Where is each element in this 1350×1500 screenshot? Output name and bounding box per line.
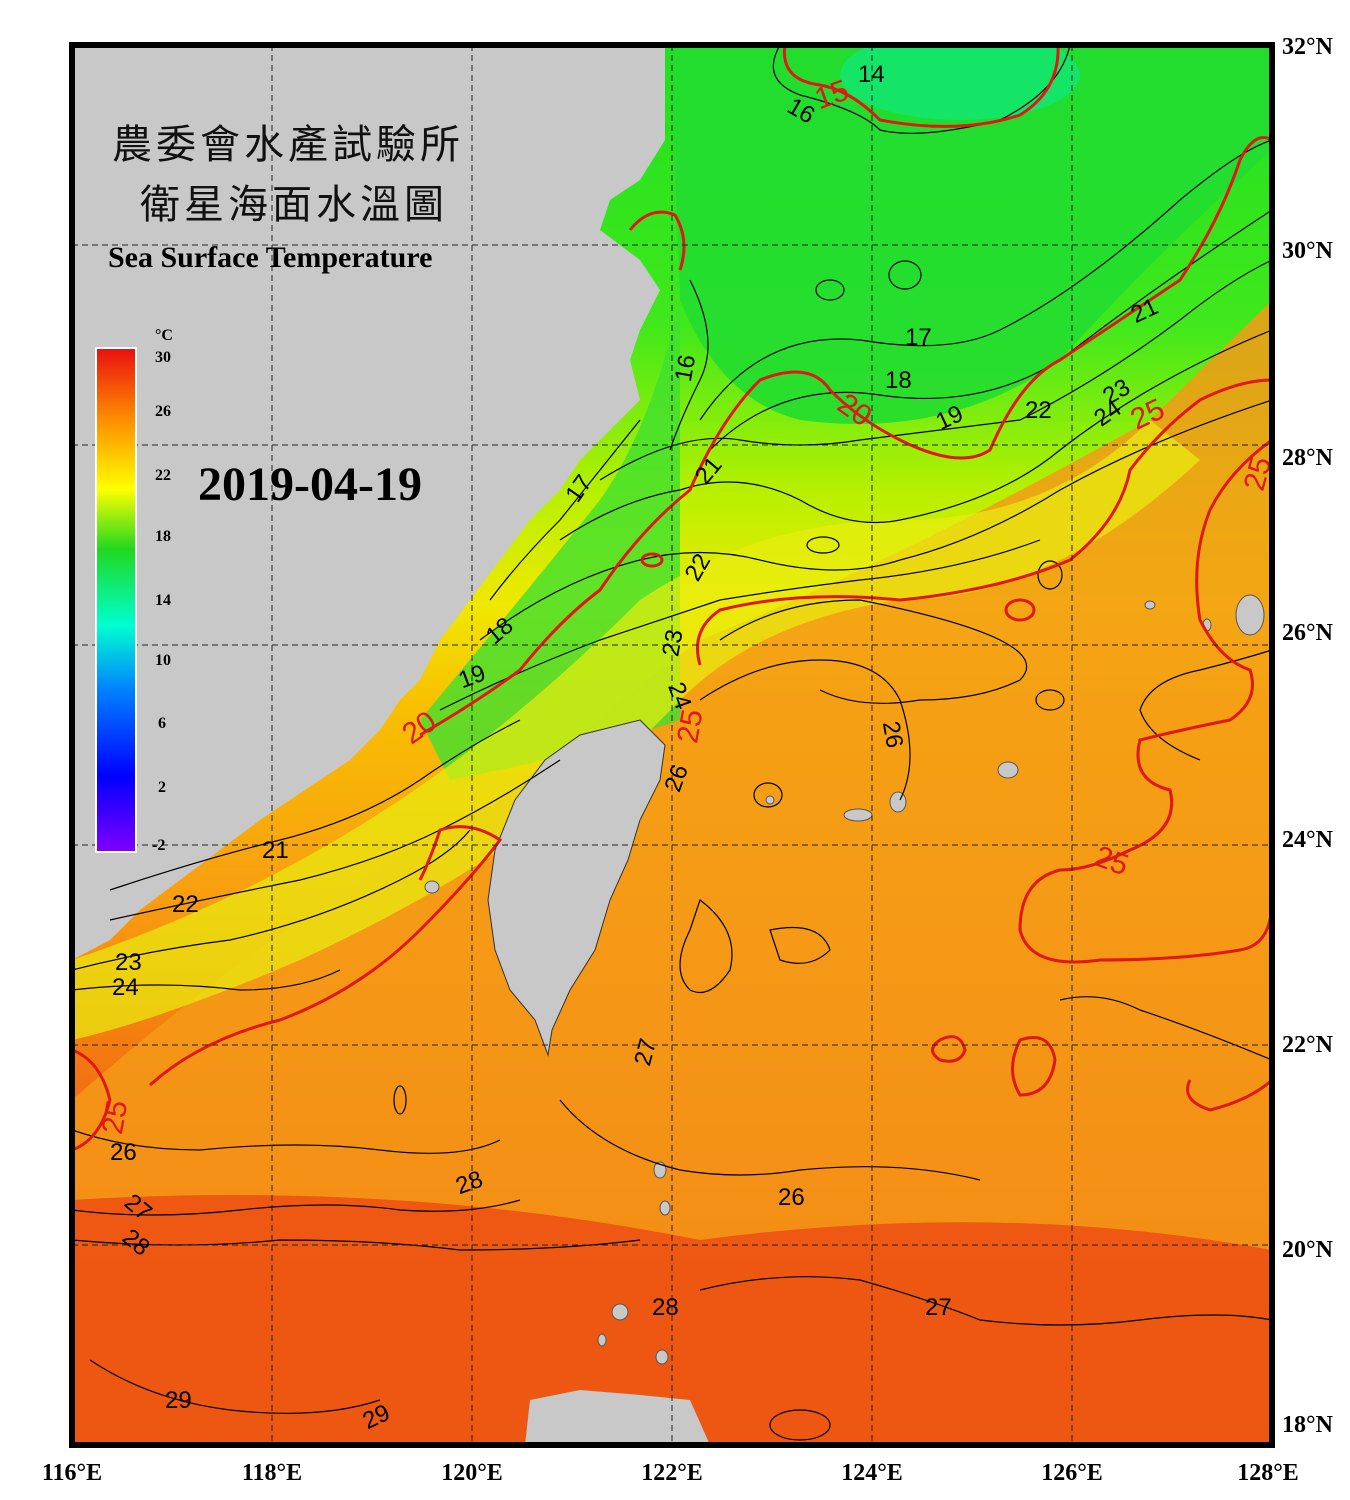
contour-label: 29 xyxy=(165,1387,192,1414)
lat-label: 24°N xyxy=(1282,827,1334,853)
lon-label: 120°E xyxy=(441,1460,503,1486)
colorbar-tick: 30 xyxy=(155,349,171,366)
title-zh-line2: 衛星海面水溫圖 xyxy=(140,182,448,228)
contour-label: 14 xyxy=(858,61,885,88)
lat-axis-labels: 32°N 30°N 28°N 26°N 24°N 22°N 20°N 18°N xyxy=(1282,34,1334,1438)
contour-label: 25 xyxy=(671,707,709,746)
cool-water-north xyxy=(670,45,1272,424)
map-frame xyxy=(69,42,1275,1448)
isotherms-black xyxy=(72,45,1272,1441)
contour-label: 17 xyxy=(905,324,932,351)
colorbar-tick: 26 xyxy=(155,403,171,420)
lat-label: 18°N xyxy=(1282,1412,1334,1438)
colorbar-unit: °C xyxy=(155,327,173,344)
lon-label: 118°E xyxy=(242,1460,302,1486)
graticule xyxy=(72,45,1272,1445)
contour-label: 18 xyxy=(885,367,912,394)
land-luzon xyxy=(525,1390,710,1445)
date-label: 2019-04-19 xyxy=(198,458,422,511)
contour-label: 25 xyxy=(96,1098,134,1137)
lat-label: 28°N xyxy=(1282,445,1334,471)
colorbar: °C 30 26 22 18 14 10 6 2 -2 xyxy=(95,327,173,854)
colorbar-tick: 10 xyxy=(155,652,171,669)
land-taiwan xyxy=(487,719,666,1057)
contour-label: 26 xyxy=(110,1139,137,1166)
cold-core-north xyxy=(840,45,1080,120)
contour-label: 22 xyxy=(1025,397,1052,424)
lon-label: 122°E xyxy=(641,1460,703,1486)
colorbar-tick: 14 xyxy=(155,592,171,609)
colorbar-tick: 2 xyxy=(158,779,166,796)
lon-label: 126°E xyxy=(1041,1460,1103,1486)
lat-label: 22°N xyxy=(1282,1032,1334,1058)
isotherms-red xyxy=(72,45,1272,1152)
contour-label: 23 xyxy=(115,949,142,976)
lon-label: 124°E xyxy=(841,1460,903,1486)
contour-label: 26 xyxy=(877,719,908,750)
contour-label: 27 xyxy=(925,1294,952,1321)
colorbar-tick: 22 xyxy=(155,467,171,484)
contour-label: 24 xyxy=(112,974,139,1001)
lon-axis-labels: 116°E 118°E 120°E 122°E 124°E 126°E 128°… xyxy=(42,1460,1299,1486)
title-zh-line1: 農委會水產試驗所 xyxy=(112,122,464,168)
lat-label: 26°N xyxy=(1282,620,1334,646)
lat-label: 30°N xyxy=(1282,238,1334,264)
colorbar-tick: 6 xyxy=(158,715,166,732)
colorbar-tick: -2 xyxy=(152,837,165,854)
contour-label: 23 xyxy=(657,628,688,659)
lat-label: 20°N xyxy=(1282,1237,1334,1263)
lon-label: 116°E xyxy=(42,1460,102,1486)
lon-label: 128°E xyxy=(1237,1460,1299,1486)
lat-label: 32°N xyxy=(1282,34,1334,60)
land-mainland xyxy=(72,45,665,960)
contour-label: 16 xyxy=(670,353,701,384)
colorbar-gradient xyxy=(95,347,137,853)
colorbar-tick: 18 xyxy=(155,528,171,545)
contour-label: 28 xyxy=(652,1294,679,1321)
contour-label: 22 xyxy=(172,891,199,918)
title-en: Sea Surface Temperature xyxy=(108,241,432,274)
contour-label: 21 xyxy=(262,837,289,864)
contour-label: 26 xyxy=(778,1184,805,1211)
small-islands xyxy=(424,594,1265,1365)
